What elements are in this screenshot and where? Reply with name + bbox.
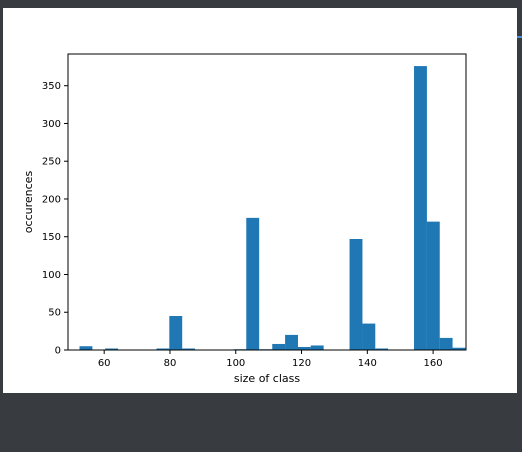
histogram-bar (297, 346, 311, 350)
histogram-bar (375, 348, 389, 350)
histogram-bar (349, 239, 363, 350)
x-axis-label: size of class (234, 372, 301, 385)
histogram-bar (426, 221, 440, 350)
y-tick-label: 250 (42, 157, 61, 168)
histogram-bar (156, 348, 170, 350)
histogram-bar (105, 348, 119, 350)
histogram-bar (79, 346, 93, 350)
histogram-bar (439, 337, 453, 350)
y-tick-label: 50 (48, 308, 61, 319)
y-axis-label: occurences (22, 171, 35, 234)
x-tick-label: 160 (424, 358, 443, 369)
histogram-bar (362, 323, 376, 350)
x-ticks: 60 80 100 120 140 160 (98, 350, 443, 369)
y-tick-label: 350 (42, 81, 61, 92)
histogram-bar (246, 217, 260, 350)
x-tick-label: 120 (292, 358, 311, 369)
plot-area-frame (67, 53, 467, 351)
histogram-bar (182, 348, 196, 350)
histogram-bar (272, 343, 286, 350)
y-tick-label: 0 (55, 346, 61, 357)
y-tick-label: 200 (42, 194, 61, 205)
histogram-bar (414, 66, 427, 350)
x-tick-label: 100 (226, 358, 245, 369)
histogram-bar (452, 347, 466, 350)
histogram-bar (310, 345, 324, 350)
y-tick-label: 100 (42, 270, 61, 281)
edge-marker (517, 36, 522, 38)
histogram-bar (169, 316, 183, 350)
bars-group (79, 66, 466, 350)
histogram-bar (285, 334, 298, 350)
x-tick-label: 140 (358, 358, 377, 369)
x-tick-label: 60 (98, 358, 111, 369)
y-tick-label: 150 (42, 232, 61, 243)
y-tick-label: 300 (42, 119, 61, 130)
x-tick-label: 80 (164, 358, 177, 369)
y-ticks: 0 50 100 150 200 250 300 350 (42, 81, 68, 357)
histogram-chart: 60 80 100 120 140 160 0 50 100 150 200 250 300 350 s… (22, 53, 467, 385)
figure-panel: 60 80 100 120 140 160 0 50 100 150 200 250 300 350 s… (3, 8, 517, 393)
